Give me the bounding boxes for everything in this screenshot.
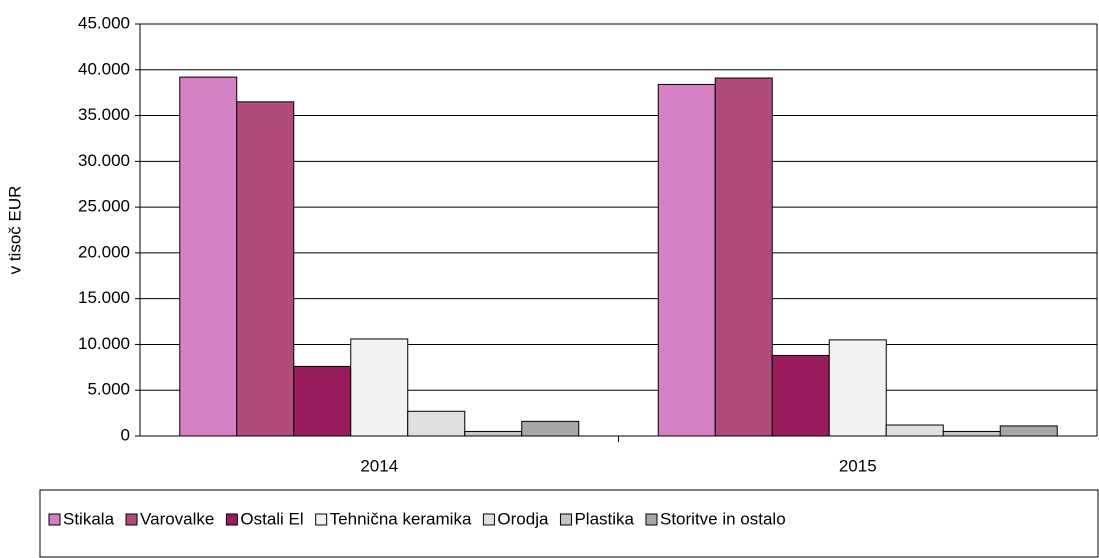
- legend-label: Stikala: [63, 509, 115, 528]
- y-axis-label: v tisoč EUR: [5, 186, 24, 275]
- legend-swatch: [559, 513, 572, 526]
- bar: [657, 83, 716, 437]
- y-tick-label: 25.000: [78, 197, 130, 216]
- x-tick-label: 2014: [360, 456, 398, 475]
- legend-swatch: [315, 513, 328, 526]
- bar: [464, 430, 523, 437]
- y-tick-label: 20.000: [78, 242, 130, 261]
- legend-label: Orodja: [497, 509, 549, 528]
- y-tick-label: 45.000: [78, 13, 130, 32]
- bar: [407, 410, 466, 437]
- x-tick-label: 2015: [839, 456, 877, 475]
- y-tick-label: 0: [121, 425, 130, 444]
- bar: [999, 425, 1058, 437]
- legend-label: Ostali El: [240, 509, 303, 528]
- bar: [350, 338, 409, 437]
- bar: [942, 430, 1001, 437]
- bar: [828, 339, 887, 437]
- legend-swatch: [125, 513, 138, 526]
- legend-swatch: [225, 513, 238, 526]
- y-tick-label: 5.000: [87, 380, 130, 399]
- bar: [179, 76, 238, 437]
- legend-label: Storitve in ostalo: [660, 509, 786, 528]
- y-tick-label: 35.000: [78, 105, 130, 124]
- legend-label: Plastika: [574, 509, 634, 528]
- bar: [714, 77, 773, 437]
- legend-label: Varovalke: [140, 509, 214, 528]
- bar: [885, 424, 944, 437]
- bar: [236, 101, 295, 437]
- legend-swatch: [482, 513, 495, 526]
- bar: [521, 420, 580, 437]
- y-tick-label: 40.000: [78, 59, 130, 78]
- bar: [771, 354, 830, 437]
- bar: [293, 365, 352, 437]
- legend-label: Tehnična keramika: [330, 509, 472, 528]
- y-tick-label: 15.000: [78, 288, 130, 307]
- legend-swatch: [48, 513, 61, 526]
- legend-swatch: [645, 513, 658, 526]
- y-tick-label: 10.000: [78, 334, 130, 353]
- y-tick-label: 30.000: [78, 151, 130, 170]
